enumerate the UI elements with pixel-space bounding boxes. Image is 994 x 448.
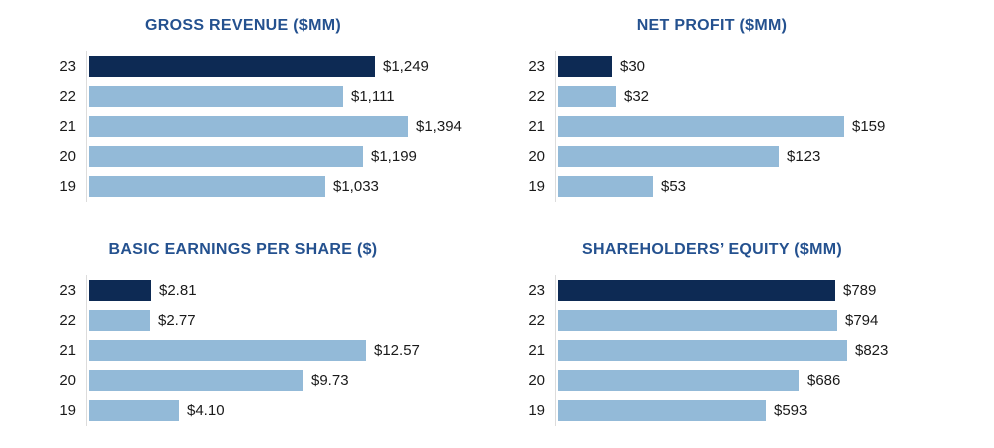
bar	[558, 146, 779, 167]
bar-row: 22 $794	[517, 310, 994, 331]
bar-row: 19 $1,033	[48, 176, 497, 197]
bar	[89, 310, 150, 331]
bar-row: 21 $823	[517, 340, 994, 361]
bar-row: 21 $12.57	[48, 340, 497, 361]
year-label: 20	[59, 372, 76, 389]
y-axis-line	[555, 275, 556, 426]
chart-gross-revenue: GROSS REVENUE ($MM) 23 $1,249 22 $1,111 21 $1…	[0, 0, 497, 224]
bar-row: 23 $789	[517, 280, 994, 301]
year-label: 21	[528, 118, 545, 135]
bar	[89, 146, 363, 167]
bar-row: 22 $1,111	[48, 86, 497, 107]
bar-row: 20 $9.73	[48, 370, 497, 391]
year-label: 20	[528, 372, 545, 389]
bar	[558, 116, 844, 137]
chart-plot-area: 23 $789 22 $794 21 $823 20 $686 19 $593	[517, 275, 994, 426]
year-label: 23	[59, 282, 76, 299]
bar-row: 21 $1,394	[48, 116, 497, 137]
bar	[558, 370, 799, 391]
chart-plot-area: 23 $1,249 22 $1,111 21 $1,394 20 $1,199 19 $1,033	[48, 51, 497, 202]
value-label: $686	[807, 372, 841, 389]
value-label: $794	[845, 312, 879, 329]
chart-shareholders-equity: SHAREHOLDERS’ EQUITY ($MM) 23 $789 22 $794 2…	[497, 224, 994, 448]
value-label: $9.73	[311, 372, 349, 389]
year-label: 19	[528, 402, 545, 419]
bar-row: 20 $123	[517, 146, 994, 167]
bar	[558, 400, 766, 421]
year-label: 23	[528, 58, 545, 75]
value-label: $1,249	[383, 58, 429, 75]
chart-title: BASIC EARNINGS PER SHARE ($)	[108, 241, 378, 258]
chart-net-profit: NET PROFIT ($MM) 23 $30 22 $32 21 $159 20 $123 1…	[497, 0, 994, 224]
bar-row: 19 $53	[517, 176, 994, 197]
bar	[558, 86, 616, 107]
value-label: $53	[661, 178, 687, 195]
bar	[558, 340, 847, 361]
y-axis-line	[86, 275, 87, 426]
bar	[558, 56, 612, 77]
chart-basic-earnings-per-share: BASIC EARNINGS PER SHARE ($) 23 $2.81 22 $2…	[0, 224, 497, 448]
bar	[558, 176, 653, 197]
value-label: $1,111	[351, 88, 395, 105]
bar	[89, 370, 303, 391]
value-label: $12.57	[374, 342, 420, 359]
chart-title: GROSS REVENUE ($MM)	[145, 17, 341, 34]
chart-title: SHAREHOLDERS’ EQUITY ($MM)	[582, 241, 842, 258]
bar-row: 20 $686	[517, 370, 994, 391]
value-label: $2.77	[158, 312, 196, 329]
bar	[89, 400, 179, 421]
value-label: $1,394	[416, 118, 462, 135]
year-label: 20	[528, 148, 545, 165]
bar-row: 23 $2.81	[48, 280, 497, 301]
value-label: $123	[787, 148, 821, 165]
bar-row: 22 $2.77	[48, 310, 497, 331]
year-label: 22	[528, 312, 545, 329]
value-label: $32	[624, 88, 650, 105]
bar-row: 22 $32	[517, 86, 994, 107]
value-label: $30	[620, 58, 646, 75]
year-label: 19	[528, 178, 545, 195]
value-label: $1,033	[333, 178, 379, 195]
year-label: 23	[59, 58, 76, 75]
year-label: 22	[59, 312, 76, 329]
bar-row: 19 $593	[517, 400, 994, 421]
bar	[89, 86, 343, 107]
year-label: 20	[59, 148, 76, 165]
year-label: 22	[59, 88, 76, 105]
bar-row: 23 $30	[517, 56, 994, 77]
chart-title: NET PROFIT ($MM)	[636, 17, 788, 34]
value-label: $4.10	[187, 402, 225, 419]
bar-row: 20 $1,199	[48, 146, 497, 167]
value-label: $2.81	[159, 282, 197, 299]
year-label: 23	[528, 282, 545, 299]
value-label: $789	[843, 282, 877, 299]
value-label: $159	[852, 118, 886, 135]
bar	[89, 280, 151, 301]
bar	[89, 116, 408, 137]
bar	[89, 340, 366, 361]
year-label: 21	[528, 342, 545, 359]
bar-row: 21 $159	[517, 116, 994, 137]
chart-plot-area: 23 $2.81 22 $2.77 21 $12.57 20 $9.73 19 $4.10	[48, 275, 497, 426]
y-axis-line	[555, 51, 556, 202]
y-axis-line	[86, 51, 87, 202]
year-label: 21	[59, 118, 76, 135]
chart-plot-area: 23 $30 22 $32 21 $159 20 $123 19 $53	[517, 51, 994, 202]
value-label: $1,199	[371, 148, 417, 165]
year-label: 22	[528, 88, 545, 105]
bar	[558, 280, 835, 301]
bar	[558, 310, 837, 331]
value-label: $593	[774, 402, 808, 419]
bar	[89, 56, 375, 77]
year-label: 19	[59, 178, 76, 195]
bar-row: 19 $4.10	[48, 400, 497, 421]
value-label: $823	[855, 342, 889, 359]
year-label: 19	[59, 402, 76, 419]
year-label: 21	[59, 342, 76, 359]
bar-row: 23 $1,249	[48, 56, 497, 77]
bar	[89, 176, 325, 197]
